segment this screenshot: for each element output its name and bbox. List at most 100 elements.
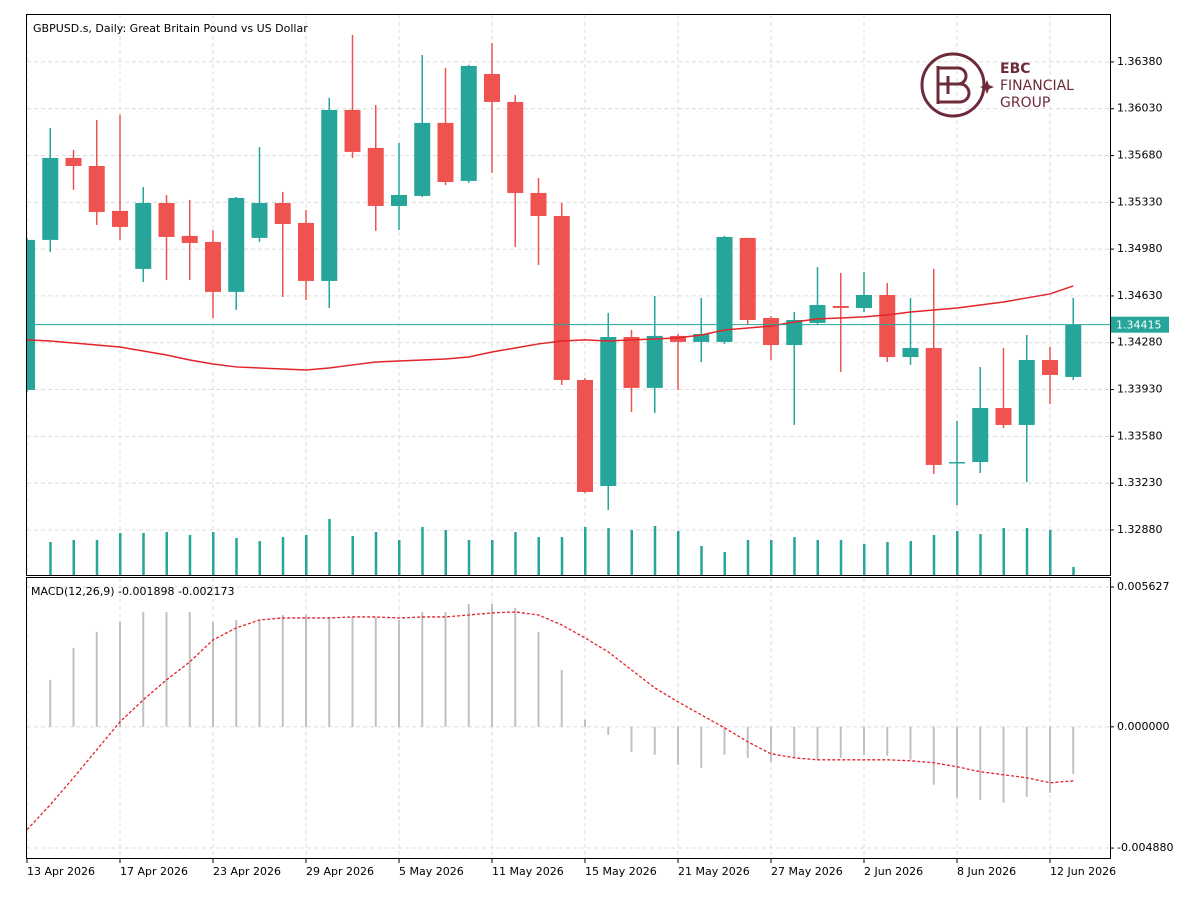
macd-bar [95,631,98,727]
volume-bar [351,536,354,575]
volume-bar [700,546,703,575]
x-tick-label: 15 May 2026 [585,865,657,878]
y-tick-label: 1.33930 [1117,383,1163,396]
volume-bar [723,552,726,575]
logo: EBC FINANCIAL GROUP [920,52,1074,118]
candle-body [693,334,710,342]
candle-body [344,109,361,152]
volume-bar [328,519,331,575]
volume-bar [607,528,610,575]
y-tick-label: 1.36030 [1117,102,1163,115]
candle-body [879,295,896,358]
volume-bar [444,530,447,575]
x-tick-label: 29 Apr 2026 [306,865,374,878]
volume-bar [839,540,843,575]
volume-bar [398,540,401,575]
volume-bar [537,537,540,575]
volume-bar [886,542,889,575]
macd-value: -0.001898 [118,585,174,598]
volume-bar [909,541,912,575]
volume-bar [653,526,657,575]
candle-body [925,347,942,465]
macd-bar [119,621,121,727]
macd-bar [793,726,796,758]
candle-body [1065,324,1082,377]
volume-bar [560,537,564,575]
candle-body [995,407,1012,425]
candle-body [460,65,477,181]
macd-bar [932,726,935,785]
candle-body [414,122,431,196]
macd-bar [770,726,772,762]
signal-value: -0.002173 [178,585,234,598]
axes: 1.36380 1.36030 1.35680 1.35330 1.34980 1.346… [26,55,1173,878]
candle-body [832,305,849,308]
y-tick-label: 1.34630 [1117,289,1163,302]
x-tick-label: 23 Apr 2026 [213,865,281,878]
macd-bar [467,603,470,727]
volume-bar [374,532,378,575]
y-tick-label: 1.34980 [1117,242,1163,255]
volume-bar [467,540,471,575]
macd-bar [328,616,331,727]
macd-bar [142,611,145,727]
volume-bar [816,540,819,575]
candle-body [577,380,593,492]
volume-bar [584,527,587,575]
candle-body [391,194,407,206]
macd-bar [584,719,586,727]
volume-bar [863,544,866,575]
volume-bar [72,540,75,575]
macd-bar [165,611,168,727]
chart-title: GBPUSD.s, Daily: Great Britain Pound vs … [33,22,308,35]
candle-body [507,101,524,193]
candle-body [205,241,221,292]
volume-bar [677,531,680,575]
volume-bar [188,535,192,575]
candle-body [972,407,989,463]
candle-body [600,336,617,486]
macd-bar [886,726,889,756]
macd-bar [444,611,447,727]
logo-line: EBC [1000,61,1031,77]
volume-bar [421,527,424,575]
candle-body [251,203,268,238]
y-tick-label: 0.000000 [1117,720,1170,733]
candle-body [135,203,152,269]
price-panel [27,34,1110,575]
macd-bar [560,669,563,727]
volume-bar [49,542,52,575]
volume-bar [1049,530,1052,575]
x-tick-label: 2 Jun 2026 [864,865,923,878]
y-tick-label: 1.33580 [1117,429,1163,442]
last-price-tag [1111,316,1169,333]
signal-line [27,611,1074,831]
volume-bar [746,540,750,575]
macd-bar [398,619,400,727]
volume-bar [281,537,285,575]
volume-bar [1072,567,1075,575]
macd-bar [723,726,726,755]
candle-body [1018,359,1035,425]
macd-bar [281,614,284,727]
volume-bar [1025,528,1029,575]
candle-body [321,109,338,281]
macd-panel-border [26,577,1111,859]
candle-body [716,236,733,342]
candle-body [856,295,872,308]
macd-bar [258,619,261,727]
candle-body [902,347,919,358]
last-price-label: 1.34415 [1116,319,1162,332]
macd-bar [607,726,610,735]
macd-bar [956,726,958,798]
candle-body [27,239,35,390]
moving-average [27,285,1074,371]
macd-bar [909,726,912,760]
macd-bar [700,726,703,768]
candle-body [739,237,756,321]
macd-bar [677,726,679,765]
y-tick-label: 1.36380 [1117,55,1163,68]
macd-bar [653,726,656,755]
macd-bar [351,616,354,727]
